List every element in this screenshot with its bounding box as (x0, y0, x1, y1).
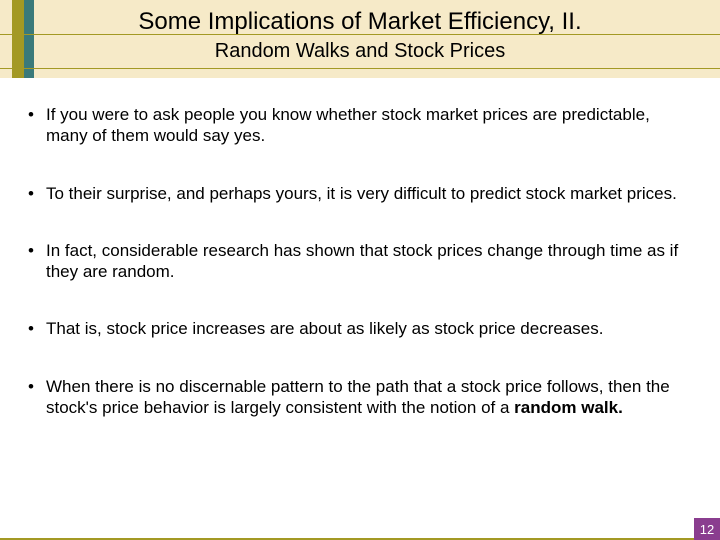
bullet-text-bold: random walk. (514, 398, 623, 417)
bullet-text: When there is no discernable pattern to … (46, 376, 696, 419)
bullet-text: If you were to ask people you know wheth… (46, 104, 696, 147)
bullet-text: In fact, considerable research has shown… (46, 240, 696, 283)
bullet-icon: • (26, 376, 46, 397)
list-item: • That is, stock price increases are abo… (26, 318, 696, 339)
slide-title: Some Implications of Market Efficiency, … (0, 8, 720, 36)
bullet-icon: • (26, 104, 46, 125)
bullet-list: • If you were to ask people you know whe… (26, 104, 696, 454)
list-item: • In fact, considerable research has sho… (26, 240, 696, 283)
bullet-icon: • (26, 183, 46, 204)
slide-subtitle: Random Walks and Stock Prices (0, 40, 720, 63)
page-number-badge: 12 (694, 518, 720, 540)
title-rule-bottom (0, 68, 720, 69)
list-item: • When there is no discernable pattern t… (26, 376, 696, 419)
bullet-text: To their surprise, and perhaps yours, it… (46, 183, 696, 204)
bullet-icon: • (26, 240, 46, 261)
bullet-icon: • (26, 318, 46, 339)
list-item: • If you were to ask people you know whe… (26, 104, 696, 147)
page-number: 12 (700, 522, 714, 537)
bullet-text: That is, stock price increases are about… (46, 318, 696, 339)
slide: Some Implications of Market Efficiency, … (0, 0, 720, 540)
list-item: • To their surprise, and perhaps yours, … (26, 183, 696, 204)
